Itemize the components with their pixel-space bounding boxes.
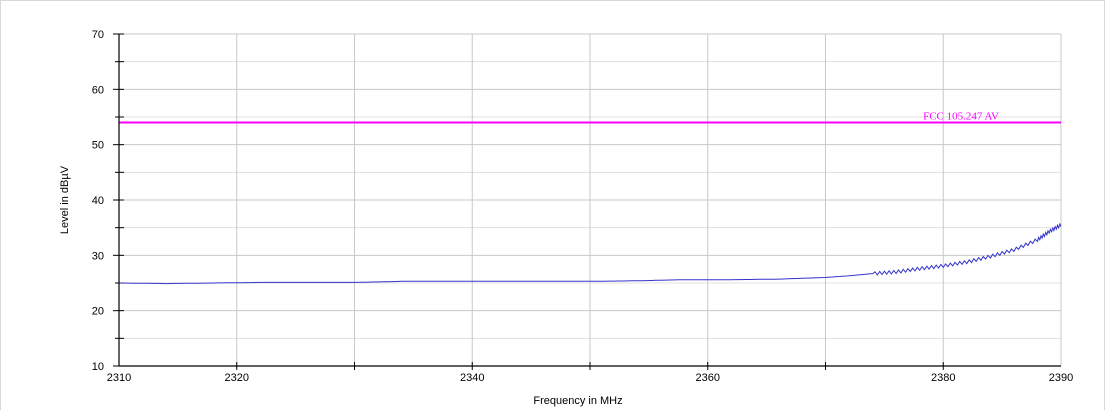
x-tick-label: 2310	[107, 372, 131, 384]
x-axis-ticks: 2310 2320 2340 2360 2380 2390	[107, 362, 1073, 384]
x-tick-label: 2360	[696, 372, 720, 384]
y-axis-title: Level in dBµV	[59, 165, 71, 234]
x-tick-label: 2380	[931, 372, 955, 384]
grid	[119, 33, 1062, 366]
y-tick-label: 60	[92, 84, 104, 96]
y-tick-label: 10	[92, 361, 104, 373]
limit-label: FCC 105.247 AV	[923, 111, 999, 123]
x-tick-label: 2320	[225, 372, 249, 384]
series-line	[118, 222, 1062, 285]
x-tick-label: 2340	[460, 372, 484, 384]
axes	[118, 34, 1061, 367]
y-tick-label: 50	[92, 140, 104, 152]
x-tick-label: 2390	[1049, 372, 1073, 384]
y-tick-label: 20	[92, 306, 104, 318]
series	[118, 222, 1062, 285]
limit-line-group: FCC 105.247 AV	[119, 111, 1061, 124]
y-tick-label: 40	[92, 195, 104, 207]
y-tick-label: 70	[92, 29, 104, 41]
y-tick-label: 30	[92, 250, 104, 262]
x-axis-title: Frequency in MHz	[533, 395, 622, 407]
